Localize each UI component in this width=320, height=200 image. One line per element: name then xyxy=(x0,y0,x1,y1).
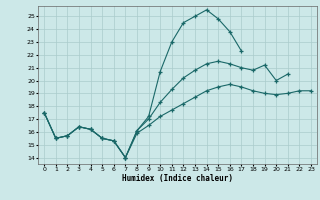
X-axis label: Humidex (Indice chaleur): Humidex (Indice chaleur) xyxy=(122,174,233,183)
